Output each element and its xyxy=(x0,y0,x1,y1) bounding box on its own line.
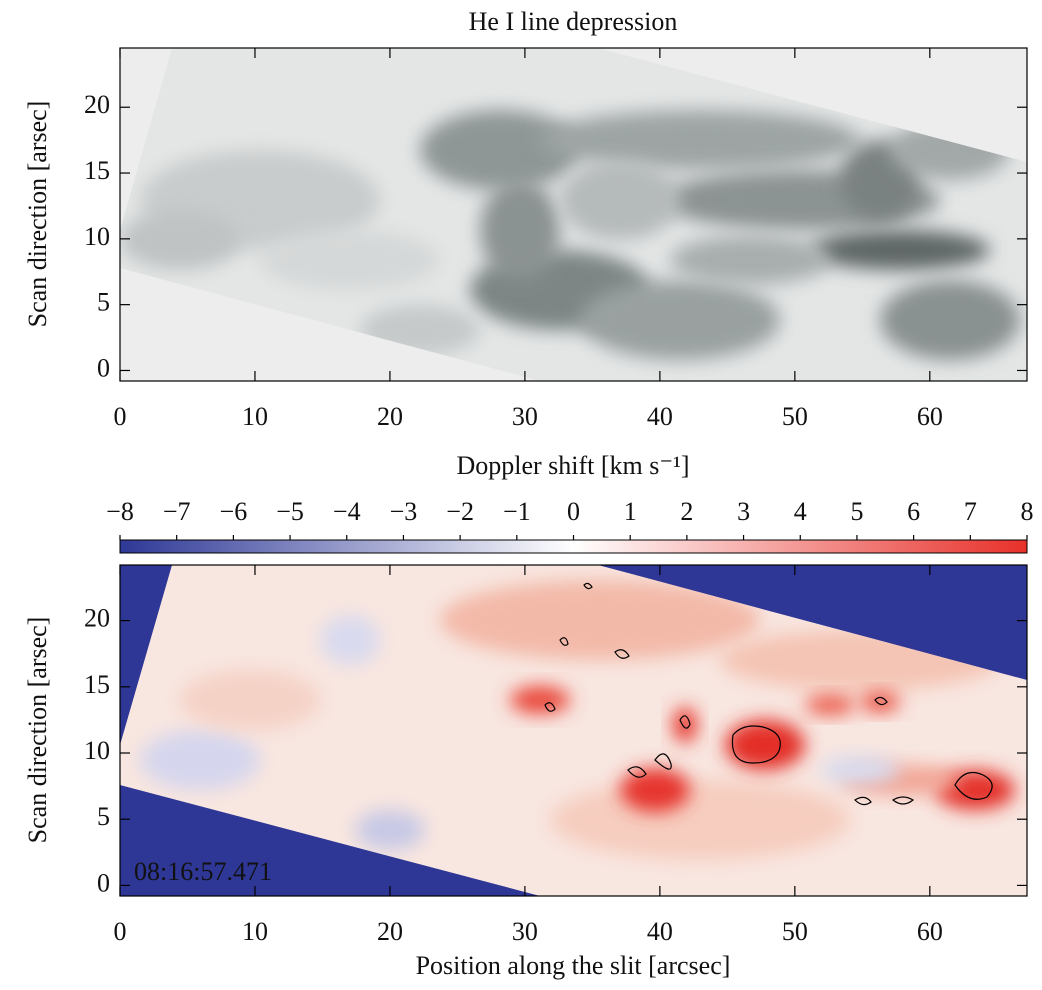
texture xyxy=(620,768,690,812)
colorbar-tick-label: −5 xyxy=(276,497,304,526)
y-tick-label: 15 xyxy=(84,156,110,185)
texture xyxy=(880,280,1020,360)
colorbar-label: Doppler shift [km s⁻¹] xyxy=(456,451,689,480)
contour xyxy=(654,753,672,770)
texture xyxy=(805,695,855,715)
panel xyxy=(120,565,1027,896)
colorbar-tick-label: −8 xyxy=(106,497,134,526)
contour xyxy=(874,696,888,706)
panel-title: He I line depression xyxy=(469,7,678,36)
texture xyxy=(560,160,680,240)
colorbar-tick-label: 3 xyxy=(737,497,750,526)
texture xyxy=(820,756,900,784)
panel xyxy=(120,48,1027,381)
texture xyxy=(420,110,580,190)
y-tick-label: 10 xyxy=(84,222,110,251)
contour xyxy=(559,637,569,646)
texture xyxy=(580,280,780,360)
colorbar-tick-label: 6 xyxy=(907,497,920,526)
y-tick-label: 5 xyxy=(97,802,110,831)
texture xyxy=(260,230,440,290)
x-tick-label: 40 xyxy=(647,917,673,946)
texture xyxy=(480,180,560,280)
y-axis-label: Scan direction [arsec] xyxy=(23,101,52,328)
x-tick-label: 10 xyxy=(242,402,268,431)
colorbar-tick-label: 8 xyxy=(1021,497,1034,526)
colorbar-tick-label: 1 xyxy=(624,497,637,526)
y-axis-label: Scan direction [arsec] xyxy=(23,617,52,844)
texture xyxy=(860,692,900,712)
y-tick-label: 0 xyxy=(97,868,110,897)
colorbar-tick-label: 4 xyxy=(794,497,807,526)
colorbar-tick-label: −2 xyxy=(446,497,474,526)
texture xyxy=(810,230,990,270)
texture xyxy=(180,670,320,730)
texture xyxy=(673,707,697,743)
y-tick-label: 20 xyxy=(84,604,110,633)
colorbar xyxy=(119,539,1028,554)
contour xyxy=(679,715,691,729)
contour xyxy=(627,766,647,778)
y-tick-label: 15 xyxy=(84,670,110,699)
contour xyxy=(854,796,872,806)
colorbar-tick-label: 7 xyxy=(964,497,977,526)
colorbar-tick-label: −1 xyxy=(503,497,531,526)
y-tick-label: 10 xyxy=(84,736,110,765)
x-tick-label: 0 xyxy=(114,402,127,431)
texture xyxy=(320,615,380,665)
plot-frame xyxy=(119,564,1028,897)
x-tick-label: 60 xyxy=(917,917,943,946)
x-tick-label: 40 xyxy=(647,402,673,431)
texture xyxy=(510,686,570,714)
x-tick-label: 10 xyxy=(242,917,268,946)
x-tick-label: 30 xyxy=(512,917,538,946)
colorbar-tick-label: −7 xyxy=(163,497,191,526)
x-tick-label: 20 xyxy=(377,402,403,431)
contour xyxy=(891,796,915,805)
texture xyxy=(355,810,425,850)
y-tick-label: 5 xyxy=(97,288,110,317)
texture xyxy=(440,580,760,660)
texture xyxy=(550,780,850,860)
plot-frame xyxy=(119,47,1028,382)
colorbar-tick-label: −4 xyxy=(333,497,361,526)
y-tick-label: 0 xyxy=(97,353,110,382)
x-axis-label: Position along the slit [arcsec] xyxy=(416,951,731,980)
contour xyxy=(954,772,993,800)
contour xyxy=(583,582,593,590)
timestamp: 08:16:57.471 xyxy=(134,857,272,886)
x-tick-label: 50 xyxy=(782,402,808,431)
texture xyxy=(540,110,860,170)
texture xyxy=(140,730,260,790)
texture xyxy=(725,720,805,770)
x-tick-label: 60 xyxy=(917,402,943,431)
contour xyxy=(544,702,556,712)
texture xyxy=(120,210,240,270)
contour xyxy=(614,649,630,659)
colorbar-tick-label: 5 xyxy=(850,497,863,526)
texture xyxy=(670,235,830,285)
y-tick-label: 20 xyxy=(84,90,110,119)
x-tick-label: 50 xyxy=(782,917,808,946)
x-tick-label: 0 xyxy=(114,917,127,946)
colorbar-tick-label: 2 xyxy=(680,497,693,526)
x-tick-label: 20 xyxy=(377,917,403,946)
colorbar-tick-label: 0 xyxy=(567,497,580,526)
contour xyxy=(731,725,781,764)
colorbar-tick-label: −6 xyxy=(220,497,248,526)
x-tick-label: 30 xyxy=(512,402,538,431)
colorbar-tick-label: −3 xyxy=(390,497,418,526)
